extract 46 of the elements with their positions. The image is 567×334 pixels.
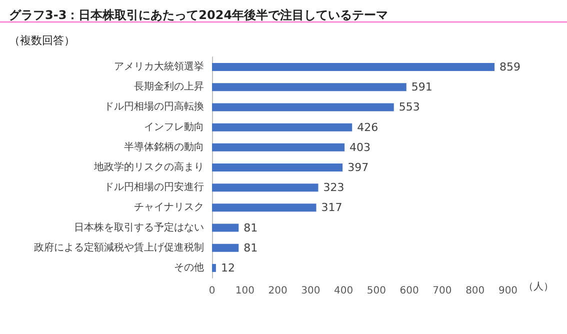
data-label: 403 [350,140,371,154]
bar [212,184,318,192]
bar [212,164,343,172]
data-label: 81 [244,221,258,234]
y-tick-label: 半導体銘柄の動向 [124,140,204,153]
bar [212,264,216,272]
x-tick-label: 600 [400,286,419,296]
x-tick-label: 500 [366,286,386,296]
bar [212,204,316,212]
y-tick-label: 地政学的リスクの高まり [93,161,204,173]
x-axis-title: （人） [523,282,554,292]
text: （複数回答） [9,34,75,47]
bar [212,143,345,152]
data-label: 317 [321,201,342,214]
x-tick-label: 700 [432,286,452,296]
y-tick-label: チャイナリスク [134,202,204,214]
x-tick-label: 300 [301,286,320,296]
x-tick-label: 100 [235,286,254,296]
data-label: 12 [220,261,235,274]
data-label: 426 [357,120,378,134]
bar [212,123,352,132]
y-tick-label: ドル円相場の円高転換 [104,100,204,113]
data-label: 553 [398,100,420,114]
data-label: 323 [323,181,344,194]
data-label: 591 [411,80,432,94]
x-tick-label: 800 [466,286,485,296]
bar [212,83,406,92]
y-tick-label: 政府による定額減税や賃上げ促進税制 [34,241,204,254]
y-tick-label: ドル円相場の円安進行 [104,181,204,194]
chart-title: グラフ3-3：日本株取引にあたって2024年後半で注目しているテーマ [9,8,388,22]
bar [212,63,495,72]
y-tick-label: その他 [174,261,204,274]
y-tick-label: アメリカ大統領選挙 [114,60,204,73]
data-label: 859 [500,60,521,74]
data-label: 81 [244,241,258,254]
x-tick-label: 400 [334,286,354,296]
y-tick-label: インフレ動向 [144,120,204,133]
bar [212,103,394,112]
data-label: 397 [348,161,369,174]
bar [212,244,239,252]
x-tick-label: 0 [208,286,216,296]
y-tick-label: 長期金利の上昇 [134,80,204,93]
bar [212,224,239,232]
y-tick-label: 日本株を取引する予定はない [74,221,204,234]
x-tick-label: 900 [498,286,518,296]
x-tick-label: 200 [268,286,288,296]
